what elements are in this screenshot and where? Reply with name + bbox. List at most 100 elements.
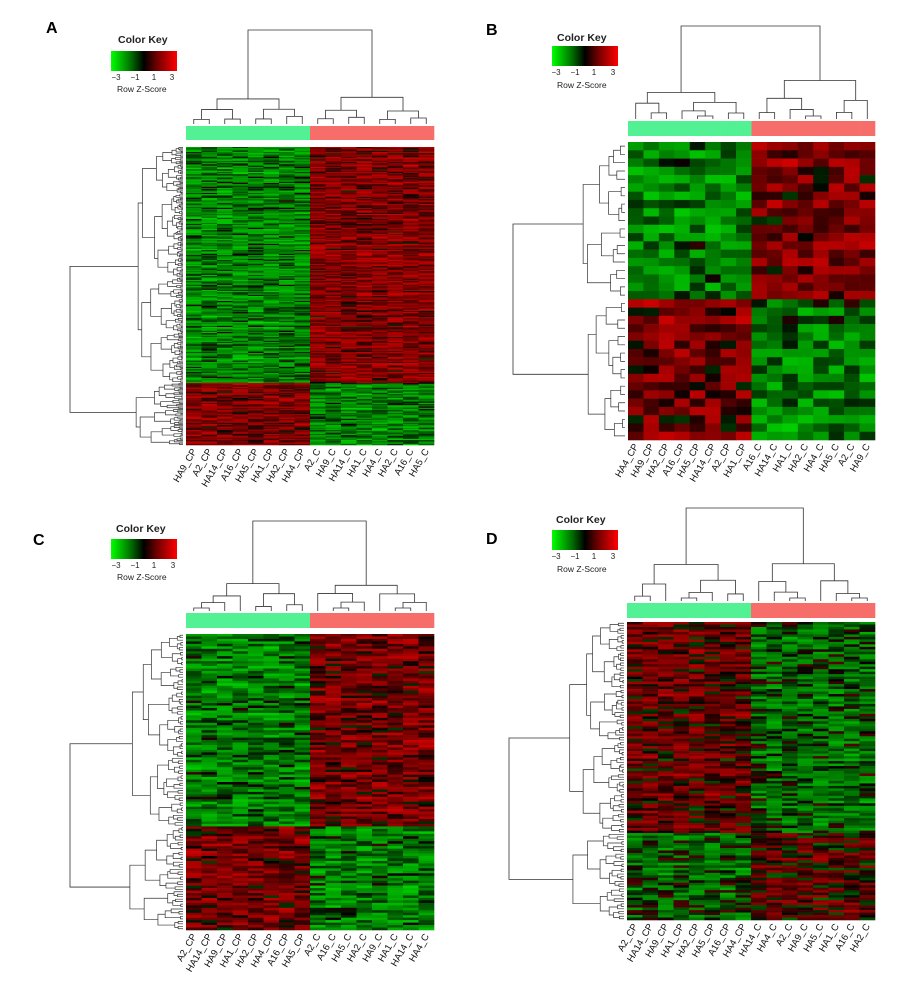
heatmap-cell <box>418 361 435 364</box>
heatmap-cell <box>310 386 326 389</box>
heatmap-cell <box>356 235 373 237</box>
heatmap-cell <box>186 159 202 161</box>
heatmap-cell <box>294 374 311 376</box>
heatmap-cell <box>294 176 311 179</box>
row-dendrogram-branch <box>173 439 183 443</box>
heatmap-cell <box>248 173 264 175</box>
heatmap-cell <box>201 231 218 233</box>
heatmap-cell <box>418 264 435 267</box>
heatmap-cell <box>310 195 326 197</box>
heatmap-cell <box>387 340 404 343</box>
heatmap-cell <box>294 277 311 279</box>
heatmap-cell <box>828 307 845 317</box>
heatmap-cell <box>201 252 218 255</box>
heatmap-cell <box>248 374 264 376</box>
heatmap-cell <box>201 317 218 319</box>
heatmap-cell <box>403 420 419 422</box>
heatmap-cell <box>372 216 388 219</box>
heatmap-cell <box>232 236 249 238</box>
heatmap-cell <box>310 354 326 356</box>
heatmap-cell <box>372 206 388 209</box>
heatmap-cell <box>310 431 326 433</box>
heatmap-cell <box>248 211 264 214</box>
heatmap-cell <box>325 175 342 178</box>
heatmap-cell <box>201 330 218 333</box>
heatmap-cell <box>341 164 357 166</box>
heatmap-cell <box>356 184 373 186</box>
heatmap-cell <box>674 166 691 176</box>
heatmap-cell <box>859 398 876 408</box>
heatmap-cell <box>403 220 419 222</box>
heatmap-cell <box>263 268 280 271</box>
heatmap-cell <box>766 324 783 333</box>
heatmap-cell <box>248 293 264 296</box>
heatmap-cell <box>279 255 295 257</box>
heatmap-cell <box>418 389 435 391</box>
heatmap-cell <box>294 168 311 170</box>
heatmap-cell <box>766 423 783 433</box>
heatmap-cell <box>418 646 435 650</box>
heatmap-cell <box>248 391 264 394</box>
heatmap-cell <box>201 278 218 281</box>
heatmap-cell <box>325 336 342 339</box>
heatmap-cell <box>341 251 357 253</box>
heatmap-cell <box>356 432 373 435</box>
heatmap-cell <box>372 641 388 645</box>
heatmap-cell <box>387 364 404 366</box>
heatmap-cell <box>263 181 280 184</box>
row-dendrogram-branch <box>605 307 622 325</box>
heatmap-cell <box>310 283 326 286</box>
heatmap-cell <box>310 341 326 344</box>
heatmap-cell <box>248 155 264 158</box>
heatmap-cell <box>201 262 218 265</box>
heatmap-cell <box>341 189 357 191</box>
heatmap-cell <box>403 359 419 361</box>
row-dendrogram-branch <box>180 191 183 194</box>
row-dendrogram-branch <box>178 406 183 409</box>
heatmap-cell <box>217 387 233 390</box>
heatmap-cell <box>232 217 249 220</box>
heatmap-cell <box>186 408 202 411</box>
heatmap-cell <box>418 405 435 407</box>
heatmap-cell <box>248 386 264 389</box>
column-group-cell <box>844 121 860 136</box>
heatmap-cell <box>387 420 404 422</box>
heatmap-cell <box>403 248 419 251</box>
heatmap-cell <box>658 390 675 399</box>
heatmap-cell <box>248 154 264 156</box>
heatmap-cell <box>294 400 311 402</box>
heatmap-cell <box>341 253 357 256</box>
heatmap-cell <box>263 159 280 161</box>
heatmap-cell <box>248 379 264 381</box>
heatmap-cell <box>325 309 342 312</box>
heatmap-cell <box>325 300 342 303</box>
heatmap-cell <box>341 303 357 305</box>
heatmap-cell <box>201 341 218 344</box>
heatmap-cell <box>674 398 691 408</box>
heatmap-cell <box>341 344 357 346</box>
heatmap-cell <box>294 158 311 160</box>
heatmap-cell <box>356 197 373 200</box>
heatmap-panel-c: C Color Key −3 −1 1 3 Row Z-Score A2_CP H… <box>0 497 455 994</box>
heatmap-cell <box>294 421 311 423</box>
heatmap-cell <box>279 248 295 251</box>
heatmap-cell <box>418 257 435 260</box>
heatmap-cell <box>279 163 295 165</box>
heatmap-cell <box>325 245 342 247</box>
heatmap-cell <box>674 357 691 366</box>
heatmap-cell <box>310 262 326 265</box>
heatmap-cell <box>418 217 435 220</box>
heatmap-cell <box>263 245 280 247</box>
heatmap-cell <box>813 233 829 242</box>
heatmap-cell <box>844 233 860 242</box>
heatmap-cell <box>217 328 233 330</box>
heatmap-cell <box>232 634 249 637</box>
heatmap-cell <box>279 296 295 298</box>
heatmap-cell <box>248 214 264 216</box>
heatmap-cell <box>372 197 388 200</box>
heatmap-cell <box>356 343 373 345</box>
heatmap-cell <box>186 412 202 415</box>
row-dendrogram-branch <box>179 160 183 163</box>
heatmap-cell <box>751 142 768 151</box>
row-dendrogram-branch <box>178 383 183 386</box>
